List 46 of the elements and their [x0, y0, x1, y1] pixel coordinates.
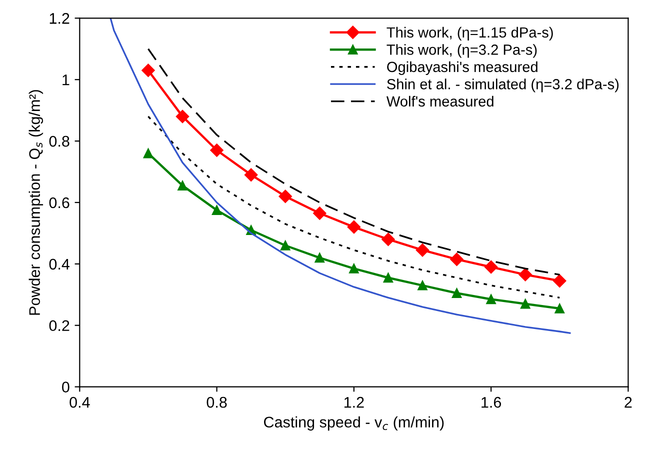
point — [349, 264, 359, 274]
point — [143, 148, 154, 158]
point — [452, 288, 462, 298]
point — [416, 244, 430, 257]
legend-label: This work, (η=3.2 Pa-s) — [386, 44, 537, 58]
point — [484, 260, 498, 274]
point — [347, 220, 361, 234]
y-tick-label: 0.6 — [49, 197, 70, 208]
x-tick-label: 0.8 — [206, 396, 227, 408]
point — [520, 299, 530, 309]
legend-label: Wolf's measured — [386, 96, 494, 107]
point — [486, 294, 496, 304]
legend-label: Shin et al. - simulated (η=3.2 dPa-s) — [387, 78, 619, 92]
line-series — [147, 116, 560, 299]
point — [314, 252, 325, 263]
point — [418, 280, 428, 290]
point — [280, 240, 290, 250]
y-tick-label: 0.2 — [49, 320, 70, 332]
y-tick-label: 1 — [62, 74, 70, 86]
point — [210, 144, 224, 157]
y-tick-label: 1.2 — [50, 13, 70, 24]
point — [382, 232, 395, 246]
point — [278, 190, 292, 203]
point — [212, 205, 222, 216]
point — [142, 64, 155, 77]
legend-label: Ogibayashi's measured — [387, 61, 538, 75]
point — [450, 252, 464, 266]
line-series — [110, 18, 571, 334]
point — [553, 274, 566, 288]
point — [178, 180, 188, 190]
point — [176, 110, 190, 124]
x-axis-title: Casting speed - v$_{c}$ (m/min) — [264, 416, 444, 431]
point — [383, 272, 394, 283]
point — [244, 168, 258, 182]
y-tick-label: 0 — [62, 382, 70, 392]
x-tick-label: 1.2 — [344, 396, 364, 408]
x-tick-label: 1.6 — [482, 396, 502, 408]
point — [554, 304, 564, 314]
point — [518, 268, 532, 282]
x-tick-label: 2 — [624, 396, 632, 408]
legend-label: This work, (η=1.15 dPa-s) — [386, 26, 553, 40]
y-tick-label: 0.4 — [49, 258, 70, 270]
y-axis-title: Powder consumption - Q$_{s}$ (kg/m²) — [28, 90, 44, 315]
point — [313, 206, 326, 220]
x-tick-label: 0.4 — [70, 396, 90, 408]
y-tick-label: 0.8 — [49, 136, 70, 147]
